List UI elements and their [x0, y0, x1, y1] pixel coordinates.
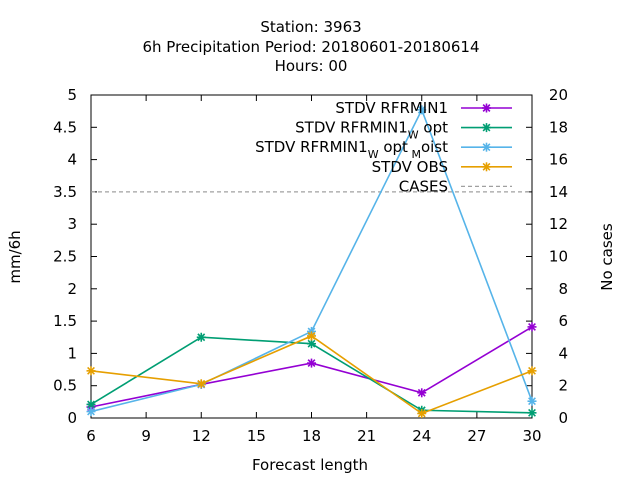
legend-marker-3 [482, 162, 491, 172]
chart-title-line-2: 6h Precipitation Period: 20180601-201806… [142, 38, 479, 56]
series-3-point [417, 408, 427, 418]
legend-marker-0 [482, 103, 491, 113]
legend-label-3: STDV OBS [372, 158, 448, 176]
x-tick-label: 9 [141, 427, 151, 445]
y-tick-label: 0.5 [53, 377, 77, 395]
y-tick-label: 5 [67, 86, 77, 104]
legend-label-4: CASES [399, 177, 448, 195]
y2-tick-label: 14 [549, 183, 568, 201]
series-3-point [86, 366, 96, 376]
y2-tick-label: 18 [549, 118, 568, 136]
series-line-1 [90, 336, 533, 414]
legend-label-1: STDV RFRMIN1W opt [295, 119, 448, 142]
series-1-point [527, 408, 537, 418]
series-0-point [417, 388, 427, 398]
ticks-layer: 6 9 12 15 18 21 24 27 3000.511.522.533.544.55024… [53, 86, 568, 445]
series-1-point [196, 332, 206, 342]
y2-tick-label: 20 [549, 86, 568, 104]
y2-tick-label: 4 [558, 344, 568, 362]
series-2-point [527, 396, 537, 406]
chart-title-line-3: Hours: 00 [275, 57, 348, 75]
y2-tick-label: 8 [558, 280, 568, 298]
x-tick-label: 12 [192, 427, 211, 445]
series-0-point [307, 358, 316, 368]
series-0-point [527, 322, 537, 332]
series-3-point [307, 331, 316, 341]
y2-tick-label: 12 [549, 215, 568, 233]
series-1-point [307, 339, 316, 349]
y2-tick-label: 6 [558, 312, 568, 330]
y-tick-label: 4.5 [53, 118, 77, 136]
x-axis-label: Forecast length [252, 456, 368, 474]
y-tick-label: 4 [67, 151, 77, 169]
series-3-point [196, 379, 206, 389]
legend-marker-2 [482, 142, 491, 152]
series-3-point [527, 366, 537, 376]
series-2-point [417, 105, 427, 115]
legend-marker-1 [482, 123, 491, 133]
x-tick-label: 24 [412, 427, 431, 445]
legend-label-0: STDV RFRMIN1 [335, 99, 448, 117]
x-tick-label: 6 [86, 427, 96, 445]
y-tick-label: 2.5 [53, 248, 77, 266]
y2-tick-label: 2 [558, 377, 568, 395]
y-axis-label: mm/6h [6, 230, 24, 283]
y-tick-label: 2 [67, 280, 77, 298]
x-tick-label: 30 [522, 427, 541, 445]
y-tick-label: 1.5 [53, 312, 77, 330]
y2-tick-label: 16 [549, 151, 568, 169]
chart-title-line-1: Station: 3963 [260, 18, 361, 36]
y-tick-label: 3.5 [53, 183, 77, 201]
y-tick-label: 3 [67, 215, 77, 233]
y2-tick-label: 10 [549, 248, 568, 266]
x-tick-label: 15 [247, 427, 266, 445]
y2-axis-label: No cases [598, 223, 616, 291]
x-tick-label: 21 [357, 427, 376, 445]
series-2-point [86, 407, 96, 417]
x-tick-label: 18 [302, 427, 321, 445]
legend-label-2: STDV RFRMIN1W opt Moist [255, 138, 448, 161]
series-layer [86, 105, 537, 418]
y2-tick-label: 0 [558, 409, 568, 427]
y-tick-label: 0 [67, 409, 77, 427]
y-tick-label: 1 [67, 344, 77, 362]
x-tick-label: 27 [467, 427, 486, 445]
